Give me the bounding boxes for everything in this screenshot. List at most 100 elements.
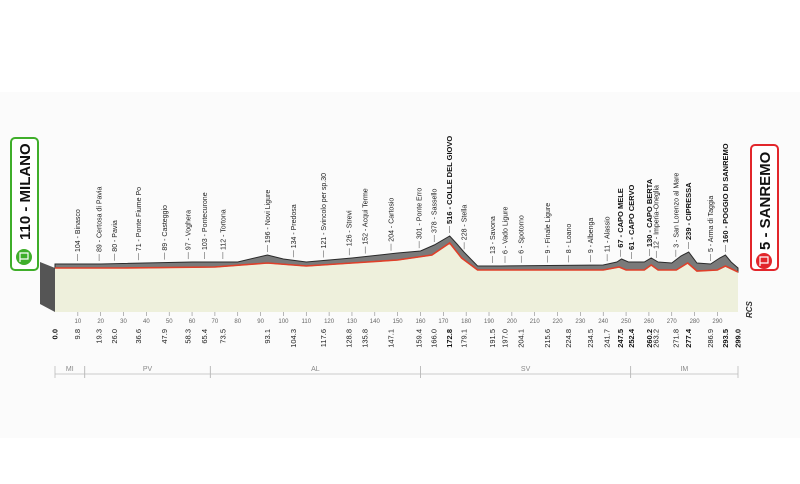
finish-label: 5 - SANREMO <box>757 151 774 250</box>
km-distance-label: 128.8 <box>345 329 354 348</box>
km-tick-label: 20 <box>97 319 104 325</box>
km-distance-label: 65.4 <box>200 329 209 344</box>
place-label: 3 - San Lorenzo al Mare <box>673 173 680 248</box>
region-bar: MI PV AL SV IM <box>54 366 739 378</box>
km-tick-label: 80 <box>234 319 241 325</box>
place-label: 239 - CIPRESSA <box>684 182 693 240</box>
km-distance-label: 252.4 <box>627 328 636 348</box>
place-label: 228 - Stella <box>462 205 469 241</box>
km-tick-label: 130 <box>347 319 358 325</box>
place-label: 378 - Sassello <box>432 189 439 233</box>
km-tick-label: 220 <box>553 319 564 325</box>
place-label: 12 - Imperia-Oneglia <box>654 185 661 249</box>
km-distance-label: 93.1 <box>263 329 272 344</box>
km-labels: 0.0 9.8 19.3 26.0 36.6 47.9 58.3 65.4 73.5 93.1 10… <box>51 328 743 348</box>
place-label: 97 - Voghera <box>186 210 193 250</box>
region-label: MI <box>66 366 74 373</box>
place-label: 9 - Finale Ligure <box>545 203 552 254</box>
km-distance-label: 117.6 <box>319 329 328 347</box>
place-label: 67 - CAPO MELE <box>616 188 625 248</box>
km-distance-label: 36.6 <box>134 329 143 344</box>
brand-logo: RCS <box>745 300 754 318</box>
place-label: 130 - CAPO BERTA <box>645 178 654 247</box>
ground-area <box>55 243 738 312</box>
km-distance-label: 260.2 <box>645 329 654 348</box>
km-tick-label: 50 <box>166 319 173 325</box>
km-distance-label: 166.0 <box>430 329 439 348</box>
km-tick-label: 170 <box>438 319 449 325</box>
place-label: 5 - Arma di Taggia <box>708 196 715 252</box>
km-tick-label: 190 <box>484 319 495 325</box>
km-distance-label: 47.9 <box>160 329 169 344</box>
place-label: 516 - COLLE DEL GIOVO <box>445 136 454 224</box>
km-distance-label: 191.5 <box>488 329 497 348</box>
km-distance-label: 179.1 <box>460 329 469 348</box>
km-tick-label: 250 <box>621 319 632 325</box>
place-label: 11 - Alassio <box>605 216 612 252</box>
finish-box: 5 - SANREMO <box>750 144 779 271</box>
km-tick-label: 280 <box>690 319 701 325</box>
km-distance-label: 299.0 <box>734 329 743 348</box>
region-label: SV <box>521 366 531 373</box>
km-distance-label: 26.0 <box>110 329 119 344</box>
km-tick-label: 210 <box>530 319 541 325</box>
place-label: 104 - Binasco <box>75 209 82 252</box>
km-distance-label: 263.2 <box>652 329 661 348</box>
km-tick-label: 150 <box>393 319 404 325</box>
place-label: 152 - Acqui Terme <box>363 188 370 244</box>
km-ticks: 10 20 30 40 50 60 70 80 90 100 110 120 130 140 150 160 1… <box>74 312 723 325</box>
km-tick-label: 140 <box>370 319 381 325</box>
km-tick-label: 240 <box>598 319 609 325</box>
place-label: 80 - Pavia <box>112 220 119 252</box>
km-tick-label: 110 <box>301 319 311 325</box>
km-tick-label: 120 <box>324 319 335 325</box>
place-label: 89 - Casteggio <box>162 205 169 251</box>
km-distance-label: 104.3 <box>289 329 298 348</box>
km-tick-label: 160 <box>415 319 426 325</box>
km-tick-label: 40 <box>143 319 150 325</box>
km-distance-label: 293.5 <box>721 329 730 348</box>
km-tick-label: 70 <box>212 319 219 325</box>
place-label: 103 - Pontecurone <box>202 192 209 250</box>
km-distance-label: 234.5 <box>586 329 595 348</box>
km-tick-label: 270 <box>667 319 678 325</box>
place-label: 13 - Savona <box>490 216 497 254</box>
km-tick-label: 260 <box>644 319 655 325</box>
place-label: 8 - Loano <box>566 224 573 254</box>
km-distance-label: 147.1 <box>387 329 396 348</box>
km-tick-label: 290 <box>712 319 723 325</box>
place-label: 121 - Svincolo per sp.30 <box>321 173 328 249</box>
place-label: 301 - Ponte Erro <box>417 188 424 239</box>
km-tick-label: 180 <box>461 319 472 325</box>
km-tick-label: 90 <box>257 319 264 325</box>
start-label: 110 - MILANO <box>17 143 34 240</box>
km-distance-label: 19.3 <box>95 329 104 344</box>
km-distance-label: 73.5 <box>218 329 227 344</box>
place-label: 89 - Certosa di Pavia <box>97 187 104 252</box>
place-label: 112 - Tortona <box>220 209 227 250</box>
km-distance-label: 9.8 <box>73 329 82 339</box>
km-distance-label: 271.8 <box>671 329 680 348</box>
start-flag-icon <box>16 249 32 265</box>
km-distance-label: 0.0 <box>51 329 60 339</box>
km-tick-label: 200 <box>507 319 518 325</box>
place-label: 71 - Ponte Fiume Po <box>136 187 143 251</box>
km-distance-label: 172.8 <box>445 329 454 348</box>
finish-flag-icon <box>756 253 772 269</box>
km-distance-label: 215.6 <box>543 329 552 348</box>
km-tick-label: 30 <box>120 319 127 325</box>
km-distance-label: 224.8 <box>564 329 573 348</box>
km-distance-label: 58.3 <box>184 329 193 344</box>
region-label: IM <box>680 366 688 373</box>
place-label: 204 - Cartosio <box>389 198 396 242</box>
place-labels: 104 - Binasco 89 - Certosa di Pavia 80 - P… <box>75 136 730 263</box>
km-tick-label: 100 <box>278 319 289 325</box>
km-tick-label: 230 <box>575 319 586 325</box>
place-label: 134 - Predosa <box>291 204 298 248</box>
finish-box-frame <box>750 144 779 271</box>
start-box-frame <box>10 137 39 271</box>
region-label: AL <box>311 366 320 373</box>
place-label: 196 - Novi Ligure <box>265 190 272 243</box>
km-tick-label: 10 <box>74 319 81 325</box>
place-label: 126 - Strevi <box>347 210 354 246</box>
